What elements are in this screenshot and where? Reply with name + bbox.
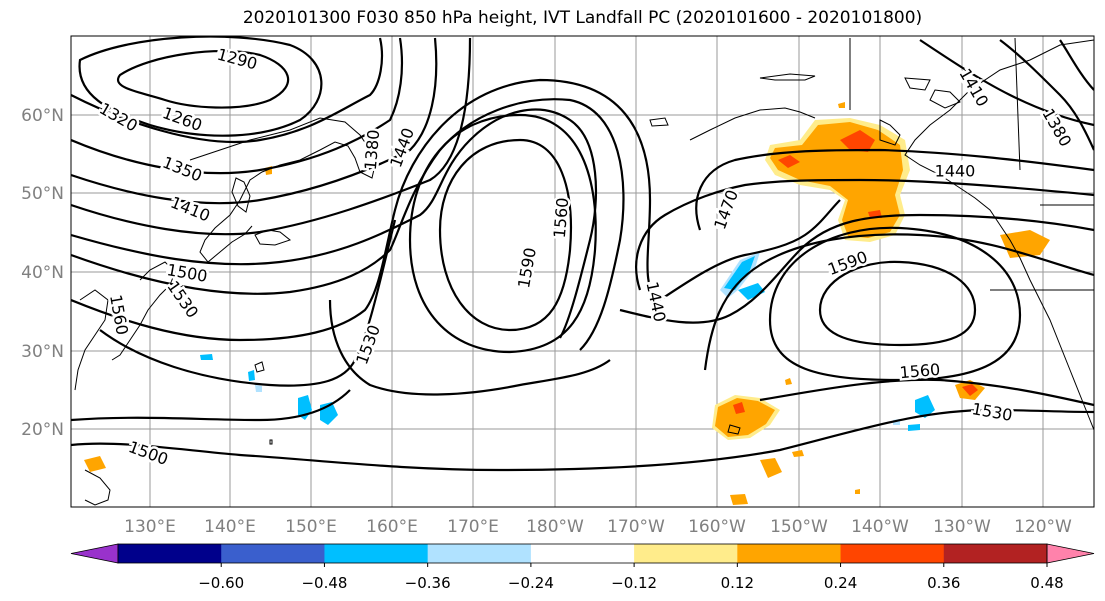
colorbar-segment	[221, 544, 325, 563]
coastlines	[74, 37, 1094, 506]
latitude-labels: 60°N 50°N 40°N 30°N 20°N	[21, 106, 64, 440]
ivt-negative-shading	[200, 252, 935, 431]
longitude-labels: 130°E 140°E 150°E 160°E 170°E 180°W 170°W 160°W…	[124, 517, 1072, 537]
contour-label: 1560	[550, 197, 572, 239]
longitude-label: 170°E	[447, 517, 499, 537]
colorbar-segment	[118, 544, 222, 563]
longitude-label: 130°W	[933, 517, 991, 537]
map-title: 2020101300 F030 850 hPa height, IVT Land…	[242, 8, 923, 28]
longitude-label: 160°E	[366, 517, 418, 537]
longitude-label: 120°W	[1014, 517, 1072, 537]
colorbar-segment	[943, 544, 1048, 563]
latitude-label: 30°N	[21, 342, 64, 362]
colorbar	[70, 543, 1095, 564]
colorbar-segment	[324, 544, 429, 563]
contour-label: 1440	[935, 162, 976, 181]
height-contours	[71, 36, 1094, 472]
colorbar-segment	[737, 544, 842, 563]
colorbar-tick-label: −0.12	[611, 574, 657, 592]
colorbar-segment	[530, 544, 635, 563]
colorbar-segment	[840, 544, 945, 563]
colorbar-outline	[117, 543, 1048, 564]
longitude-label: 130°E	[124, 517, 176, 537]
colorbar-segment	[634, 544, 738, 563]
longitude-label: 140°W	[851, 517, 909, 537]
colorbar-tick-label: 0.36	[927, 574, 960, 592]
latitude-label: 40°N	[21, 263, 64, 283]
longitude-label: 150°W	[770, 517, 828, 537]
colorbar-tick-label: 0.48	[1030, 574, 1063, 592]
colorbar-tick-label: −0.48	[301, 574, 347, 592]
longitude-label: 170°W	[607, 517, 665, 537]
colorbar-extend-low	[70, 543, 119, 564]
colorbar-tick-label: 0.24	[824, 574, 857, 592]
colorbar-tick-labels: −0.60 −0.48 −0.36 −0.24 −0.12 0.12 0.24 0.36 0.4…	[198, 563, 1064, 592]
colorbar-tick-label: −0.60	[198, 574, 244, 592]
map-frame	[70, 35, 1095, 508]
contour-label: 1560	[899, 360, 941, 382]
longitude-label: 160°W	[688, 517, 746, 537]
colorbar-segment	[427, 544, 532, 563]
latitude-label: 50°N	[21, 184, 64, 204]
latitude-label: 60°N	[21, 106, 64, 126]
longitude-label: 150°E	[285, 517, 337, 537]
colorbar-tick-label: −0.24	[508, 574, 554, 592]
colorbar-tick-label: −0.36	[405, 574, 451, 592]
longitude-label: 140°E	[204, 517, 256, 537]
contour-label: 1380	[361, 129, 383, 171]
colorbar-tick-label: 0.12	[721, 574, 754, 592]
longitude-label: 180°W	[526, 517, 584, 537]
latitude-label: 20°N	[21, 420, 64, 440]
colorbar-extend-high	[1046, 543, 1095, 564]
